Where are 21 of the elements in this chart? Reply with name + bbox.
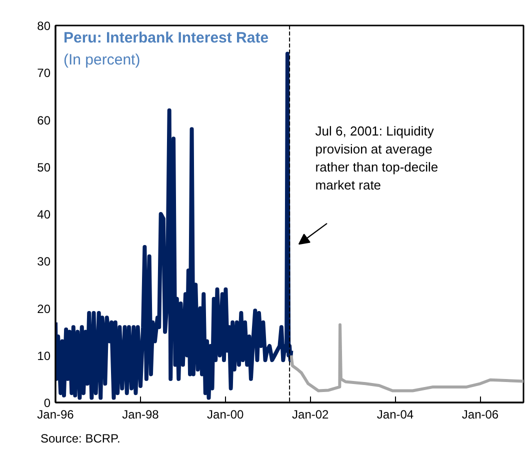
y-tick-label: 10 xyxy=(37,348,51,363)
source-note: Source: BCRP. xyxy=(40,432,120,446)
line-series xyxy=(290,323,524,392)
x-tick-label: Jan-98 xyxy=(122,408,160,422)
x-tick-label: Jan-96 xyxy=(37,408,74,422)
x-tick-label: Jan-04 xyxy=(376,408,414,422)
y-tick-label: 30 xyxy=(37,254,51,269)
x-tick-label: Jan-00 xyxy=(207,408,244,422)
y-tick-label: 60 xyxy=(37,113,51,128)
x-tick-label: Jan-06 xyxy=(462,408,499,422)
y-tick-label: 40 xyxy=(37,208,51,222)
chart-title: Peru: Interbank Interest Rate xyxy=(64,30,269,46)
y-tick-label: 80 xyxy=(37,19,51,33)
ref-line-label: Jul 6, 2001: Liquidity provision at average rather than top-decile market rate xyxy=(315,124,438,193)
y-tick-label: 50 xyxy=(37,160,51,174)
text: (In percent) xyxy=(64,52,140,68)
y-tick-label: 0 xyxy=(44,396,51,410)
x-tick-label: Jan-02 xyxy=(292,408,330,422)
y-tick-label: 20 xyxy=(37,302,51,316)
line-series xyxy=(56,52,294,400)
y-tick-label: 70 xyxy=(37,66,51,80)
